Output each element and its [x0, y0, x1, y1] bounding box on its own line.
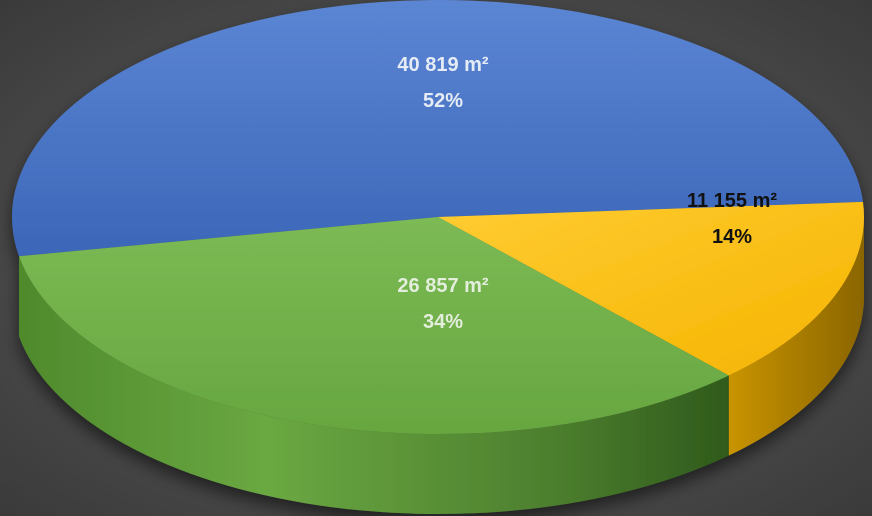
data-label-percent-0: 52% — [423, 90, 463, 112]
pie-side-slice-1 — [728, 217, 864, 456]
data-label-value-1: 11 155 m² — [687, 190, 777, 212]
pie-slice-1[interactable] — [438, 201, 864, 376]
data-label-1: 11 155 m² 14% — [687, 190, 777, 248]
data-label-percent-1: 14% — [712, 226, 752, 248]
data-label-value-0: 40 819 m² — [397, 54, 489, 76]
pie-slice-0[interactable] — [12, 0, 863, 257]
data-label-value-2: 26 857 m² — [397, 275, 489, 297]
pie-side-slice-2 — [19, 256, 729, 514]
pie-slice-2[interactable] — [19, 217, 729, 435]
data-label-2: 26 857 m² 34% — [397, 275, 489, 333]
data-label-percent-2: 34% — [423, 311, 463, 333]
data-label-0: 40 819 m² 52% — [397, 54, 489, 112]
